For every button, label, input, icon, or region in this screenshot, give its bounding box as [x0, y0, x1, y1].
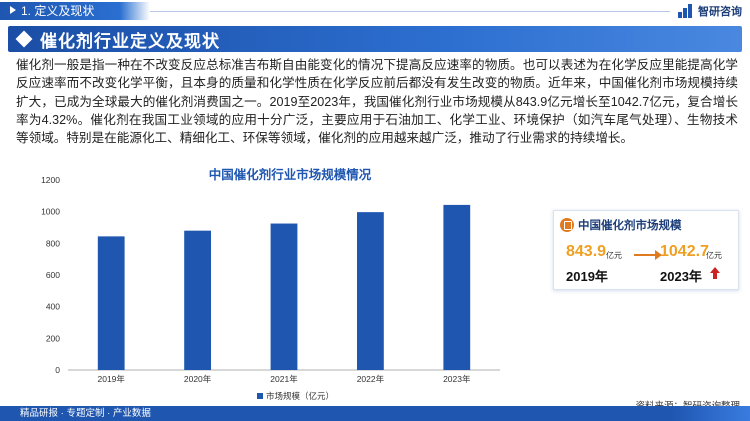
- y-tick-label: 800: [46, 238, 60, 248]
- chart-title: 中国催化剂行业市场规模情况: [208, 168, 372, 182]
- brand-logo: 智研咨询: [678, 3, 742, 19]
- up-arrow-icon: [710, 267, 720, 279]
- y-axis: 0 200 400 600 800 1000 1200: [41, 175, 60, 375]
- bars-group: [97, 204, 471, 370]
- x-axis: 2019年 2020年 2021年 2022年 2023年: [97, 374, 471, 384]
- legend-label: 市场规模（亿元）: [266, 391, 334, 401]
- market-size-card: 中国催化剂市场规模 843.9 亿元 2019年 1042.7 亿元 2023年: [553, 210, 739, 290]
- card-title: 中国催化剂市场规模: [578, 220, 682, 232]
- start-value: 843.9: [566, 243, 607, 260]
- section-label: 1. 定义及现状: [0, 2, 150, 20]
- start-year: 2019年: [566, 269, 608, 284]
- bar: [270, 223, 298, 370]
- y-tick-label: 1000: [41, 207, 60, 217]
- start-unit: 亿元: [606, 251, 622, 260]
- x-tick-label: 2020年: [184, 374, 212, 384]
- footer-accent: [670, 406, 750, 421]
- bar: [357, 212, 384, 370]
- card-header: 中国催化剂市场规模: [560, 217, 682, 233]
- legend-swatch: [257, 393, 263, 399]
- document-icon: [560, 218, 574, 232]
- end-value: 1042.7: [660, 243, 709, 260]
- footer-bar: 精品研报 · 专题定制 · 产业数据: [0, 406, 750, 421]
- footer-text: 精品研报 · 专题定制 · 产业数据: [20, 408, 151, 419]
- header-divider: [150, 11, 670, 12]
- arrow-right-icon: [634, 250, 662, 260]
- y-tick-label: 200: [46, 333, 60, 343]
- logo-icon: [678, 4, 694, 18]
- page-title-bar: 催化剂行业定义及现状: [8, 26, 742, 52]
- intro-paragraph: 催化剂一般是指一种在不改变反应总标准吉布斯自由能变化的情况下提高反应速率的物质。…: [16, 58, 738, 146]
- triangle-icon: [10, 6, 16, 14]
- bar: [443, 204, 471, 370]
- chart-legend: 市场规模（亿元）: [257, 391, 334, 401]
- end-unit: 亿元: [706, 251, 722, 260]
- y-tick-label: 400: [46, 302, 60, 312]
- x-tick-label: 2021年: [270, 374, 298, 384]
- y-tick-label: 1200: [41, 175, 60, 185]
- top-bar: 1. 定义及现状 智研咨询: [0, 0, 750, 22]
- bar-chart: 0 200 400 600 800 1000 1200 2019年 2020年 2021年 202…: [41, 175, 500, 401]
- end-year: 2023年: [660, 269, 702, 284]
- x-tick-label: 2022年: [357, 374, 385, 384]
- bar: [97, 236, 125, 370]
- x-tick-label: 2023年: [443, 374, 471, 384]
- bar: [184, 230, 211, 370]
- section-label-text: 1. 定义及现状: [21, 4, 95, 18]
- y-tick-label: 600: [46, 270, 60, 280]
- page-title: 催化剂行业定义及现状: [40, 31, 220, 51]
- x-tick-label: 2019年: [97, 374, 125, 384]
- diamond-icon: [15, 30, 33, 48]
- y-tick-label: 0: [55, 365, 60, 375]
- brand-name: 智研咨询: [698, 6, 742, 18]
